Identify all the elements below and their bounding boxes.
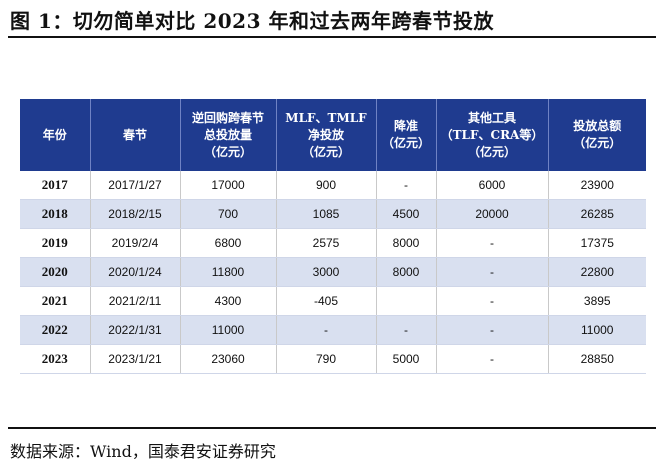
table-cell: 2022/1/31	[89, 315, 180, 345]
column-header-line: 年份	[42, 127, 67, 142]
table-cell	[375, 286, 436, 316]
table-cell: 26285	[547, 199, 646, 229]
table-cell: 4300	[179, 286, 276, 316]
table-cell: 4500	[375, 199, 436, 229]
table-cell: 900	[275, 171, 376, 200]
column-header: 逆回购跨春节 总投放量 （亿元）	[179, 99, 276, 171]
table-cell: 6800	[179, 228, 276, 258]
year-cell: 2018	[20, 199, 90, 229]
column-header: 年份	[20, 99, 90, 171]
column-header-line: （亿元）	[467, 144, 516, 159]
column-header-line: 总投放量	[203, 127, 252, 142]
table-cell: -	[435, 344, 548, 374]
column-header: 春节	[89, 99, 180, 171]
column-header-line: 降准	[393, 119, 418, 133]
column-header: 投放总额 （亿元）	[547, 99, 646, 171]
table-row: 2023 2023/1/21 23060 790 5000-28850	[20, 344, 646, 374]
column-header-line: 净投放	[307, 127, 344, 142]
table-cell: 11800	[179, 257, 276, 287]
table-cell: 2575	[275, 228, 376, 258]
bottom-divider	[8, 427, 656, 429]
table-cell: 3895	[547, 286, 646, 316]
column-header-line: 逆回购跨春节	[191, 110, 264, 125]
table-cell: -	[275, 315, 376, 345]
table-cell: 22800	[547, 257, 646, 287]
table-row: 2021 2021/2/11 4300 -405 -3895	[20, 286, 646, 316]
table-header-row: 年份 春节 逆回购跨春节 总投放量 （亿元） MLF、TMLF 净投放 （亿元） 降准 （亿元）其…	[20, 99, 646, 171]
column-header-line: 其他工具	[467, 110, 516, 125]
table-cell: 2018/2/15	[89, 199, 180, 229]
year-cell: 2023	[20, 344, 90, 374]
table-cell: 17375	[547, 228, 646, 258]
table-cell: -	[435, 315, 548, 345]
table-cell: -	[435, 228, 548, 258]
table-row: 2017 2017/1/27 17000 900-6000 23900	[20, 171, 646, 200]
table-cell: 5000	[375, 344, 436, 374]
column-header-line: 投放总额	[573, 119, 622, 133]
table-cell: 23060	[179, 344, 276, 374]
table-cell: -	[375, 315, 436, 345]
top-divider	[8, 36, 656, 38]
column-header: 其他工具 （TLF、CRA等） （亿元）	[435, 99, 548, 171]
table-cell: -	[435, 286, 548, 316]
table-row: 2020 2020/1/24 11800 3000 8000-22800	[20, 257, 646, 287]
column-header-line: （TLF、CRA等）	[440, 127, 544, 142]
table-cell: 17000	[179, 171, 276, 200]
table-cell: -405	[275, 286, 376, 316]
table-row: 2019 2019/2/4 6800 2575 8000-17375	[20, 228, 646, 258]
table-cell: 1085	[275, 199, 376, 229]
table-cell: 23900	[547, 171, 646, 200]
table-cell: -	[375, 171, 436, 200]
table-row: 2022 2022/1/31 11000- - -11000	[20, 315, 646, 345]
table-cell: 20000	[435, 199, 548, 229]
table-cell: 2020/1/24	[89, 257, 180, 287]
table-cell: 8000	[375, 257, 436, 287]
table-cell: 790	[275, 344, 376, 374]
column-header-line: MLF、TMLF	[285, 110, 367, 125]
table-cell: 3000	[275, 257, 376, 287]
table-cell: 11000	[179, 315, 276, 345]
column-header-line: （亿元）	[381, 136, 430, 150]
column-header-line: （亿元）	[573, 136, 622, 150]
year-cell: 2022	[20, 315, 90, 345]
table-cell: 28850	[547, 344, 646, 374]
table-row: 2018 2018/2/15 700 1085 4500 20000 26285	[20, 199, 646, 229]
table-cell: -	[435, 257, 548, 287]
column-header-line: （亿元）	[203, 144, 252, 159]
table-cell: 700	[179, 199, 276, 229]
figure-title: 图 1：切勿简单对比 2023 年和过去两年跨春节投放	[10, 9, 494, 33]
source-note: 数据来源：Wind，国泰君安证券研究	[10, 442, 276, 461]
column-header: MLF、TMLF 净投放 （亿元）	[275, 99, 376, 171]
table-cell: 2021/2/11	[89, 286, 180, 316]
table-cell: 2023/1/21	[89, 344, 180, 374]
data-table: 年份 春节 逆回购跨春节 总投放量 （亿元） MLF、TMLF 净投放 （亿元） 降准 （亿元）其…	[20, 99, 646, 374]
table-cell: 6000	[435, 171, 548, 200]
table-cell: 2019/2/4	[89, 228, 180, 258]
table-body: 2017 2017/1/27 17000 900-6000 23900 2018 2018/…	[20, 171, 646, 374]
year-cell: 2020	[20, 257, 90, 287]
year-cell: 2017	[20, 171, 90, 200]
table-cell: 2017/1/27	[89, 171, 180, 200]
year-cell: 2021	[20, 286, 90, 316]
column-header-line: （亿元）	[301, 144, 350, 159]
column-header: 降准 （亿元）	[375, 99, 436, 171]
year-cell: 2019	[20, 228, 90, 258]
table-cell: 8000	[375, 228, 436, 258]
column-header-line: 春节	[122, 127, 147, 142]
table-cell: 11000	[547, 315, 646, 345]
